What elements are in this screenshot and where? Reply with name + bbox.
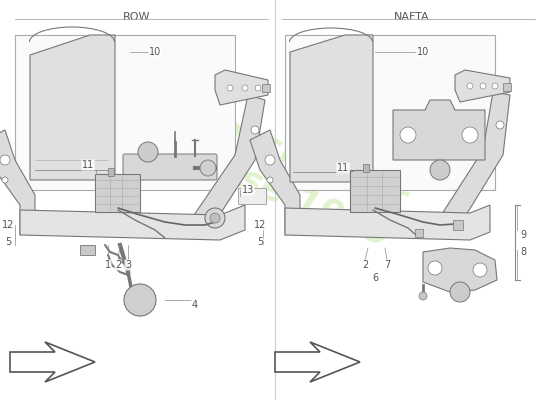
Bar xyxy=(503,83,511,91)
Polygon shape xyxy=(30,35,115,180)
Circle shape xyxy=(124,284,156,316)
Text: 5: 5 xyxy=(257,237,263,247)
Polygon shape xyxy=(393,100,485,160)
Polygon shape xyxy=(275,342,360,382)
Circle shape xyxy=(2,177,8,183)
Text: ROW: ROW xyxy=(123,12,151,22)
Text: NAFTA: NAFTA xyxy=(394,12,430,22)
Bar xyxy=(262,84,270,92)
Polygon shape xyxy=(290,35,373,182)
FancyBboxPatch shape xyxy=(15,35,235,190)
Polygon shape xyxy=(20,205,245,240)
Circle shape xyxy=(251,126,259,134)
Text: 6: 6 xyxy=(372,273,378,283)
Polygon shape xyxy=(80,245,95,255)
Text: 7: 7 xyxy=(384,260,390,270)
Text: 9: 9 xyxy=(520,230,526,240)
Text: 11: 11 xyxy=(82,160,94,170)
Circle shape xyxy=(419,292,427,300)
Text: 5: 5 xyxy=(5,237,11,247)
Bar xyxy=(453,220,463,230)
Bar xyxy=(415,229,423,237)
Text: 12: 12 xyxy=(2,220,14,230)
Circle shape xyxy=(492,83,498,89)
FancyBboxPatch shape xyxy=(238,188,266,204)
FancyBboxPatch shape xyxy=(95,174,140,212)
Circle shape xyxy=(430,160,450,180)
Polygon shape xyxy=(285,205,490,240)
Bar xyxy=(108,168,114,176)
Polygon shape xyxy=(455,70,510,102)
Circle shape xyxy=(467,83,473,89)
Text: 8: 8 xyxy=(520,247,526,257)
Text: 1: 1 xyxy=(105,260,111,270)
Polygon shape xyxy=(192,95,265,228)
Text: 12: 12 xyxy=(254,220,266,230)
Circle shape xyxy=(227,85,233,91)
Text: 11: 11 xyxy=(337,163,349,173)
Circle shape xyxy=(255,85,261,91)
Circle shape xyxy=(450,282,470,302)
Circle shape xyxy=(138,142,158,162)
Text: a passion for
Precise 1915: a passion for Precise 1915 xyxy=(139,86,411,254)
FancyBboxPatch shape xyxy=(123,154,217,180)
Polygon shape xyxy=(250,130,300,235)
Text: 10: 10 xyxy=(417,47,429,57)
Circle shape xyxy=(210,213,220,223)
Text: 3: 3 xyxy=(125,260,131,270)
Circle shape xyxy=(462,127,478,143)
Polygon shape xyxy=(10,342,95,382)
Circle shape xyxy=(496,121,504,129)
Text: 10: 10 xyxy=(149,47,161,57)
Text: 2: 2 xyxy=(115,260,121,270)
Circle shape xyxy=(265,155,275,165)
Polygon shape xyxy=(215,70,268,105)
Circle shape xyxy=(200,160,216,176)
Circle shape xyxy=(428,261,442,275)
Polygon shape xyxy=(0,130,35,235)
Circle shape xyxy=(0,155,10,165)
Text: 2: 2 xyxy=(362,260,368,270)
Circle shape xyxy=(205,208,225,228)
Circle shape xyxy=(242,85,248,91)
Bar xyxy=(363,164,369,172)
Circle shape xyxy=(480,83,486,89)
Polygon shape xyxy=(423,248,497,292)
Text: 13: 13 xyxy=(242,185,254,195)
Text: 4: 4 xyxy=(192,300,198,310)
Circle shape xyxy=(400,127,416,143)
Polygon shape xyxy=(437,92,510,227)
FancyBboxPatch shape xyxy=(285,35,495,190)
Circle shape xyxy=(267,177,273,183)
Circle shape xyxy=(473,263,487,277)
FancyBboxPatch shape xyxy=(350,170,400,212)
